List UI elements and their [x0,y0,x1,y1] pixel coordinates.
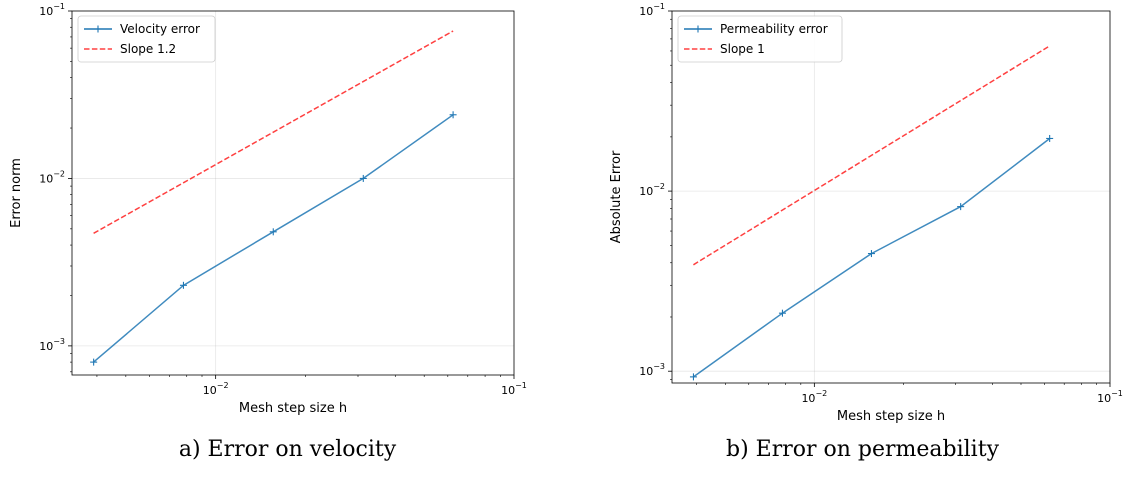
caption-velocity: a) Error on velocity [178,437,397,462]
velocity-y-tick-label: 10−1 [39,2,65,18]
permeability-data-point [957,203,965,211]
permeability-x-tick-label: 10−2 [801,389,827,405]
velocity-legend-label-1: Slope 1.2 [120,42,176,56]
permeability-y-axis-label: Absolute Error [609,150,624,243]
velocity-data-point [179,281,187,289]
chart-velocity: 10−2 10−1 10−3 10−2 10−1 Mesh step size h Erro… [9,2,527,416]
velocity-series-line-0 [93,114,454,363]
permeability-data-point [1046,134,1054,142]
permeability-x-tick-label: 10−1 [1097,389,1123,405]
permeability-series-line-0 [692,137,1051,378]
permeability-data-point [689,373,697,381]
permeability-axes-frame [671,10,1111,384]
velocity-y-tick-label: 10−3 [39,337,65,353]
permeability-legend-box [677,15,843,63]
velocity-y-axis-label: Error norm [9,158,24,228]
caption-permeability: b) Error on permeability [726,437,999,462]
chart-panel-permeability: 10−2 10−1 10−3 10−2 10−1 Mesh step size h Abso… [565,0,1130,479]
velocity-data-point [359,174,367,182]
velocity-data-point [449,111,457,119]
chart-permeability: 10−2 10−1 10−3 10−2 10−1 Mesh step size h Abso… [609,2,1123,424]
velocity-x-axis-label: Mesh step size h [239,401,347,416]
velocity-axes-frame [71,10,515,376]
permeability-legend-label-0: Permeability error [720,22,828,36]
velocity-data-point [269,228,277,236]
permeability-y-tick-label: 10−3 [639,362,665,378]
velocity-y-tick-label: 10−2 [39,169,65,185]
permeability-x-axis-label: Mesh step size h [837,409,945,424]
permeability-y-tick-label: 10−2 [639,182,665,198]
velocity-data-point [90,358,98,366]
permeability-series-line-1 [693,45,1051,266]
velocity-legend-label-0: Velocity error [120,22,200,36]
velocity-x-tick-label: 10−1 [501,381,527,397]
permeability-legend-label-1: Slope 1 [720,42,765,56]
velocity-legend-box [77,15,216,63]
permeability-data-point [867,250,875,258]
permeability-y-tick-label: 10−1 [639,2,665,18]
velocity-series-line-1 [93,30,454,234]
chart-panel-velocity: 10−2 10−1 10−3 10−2 10−1 Mesh step size h Erro… [9,2,527,462]
permeability-data-point [778,309,786,317]
velocity-x-tick-label: 10−2 [203,381,229,397]
